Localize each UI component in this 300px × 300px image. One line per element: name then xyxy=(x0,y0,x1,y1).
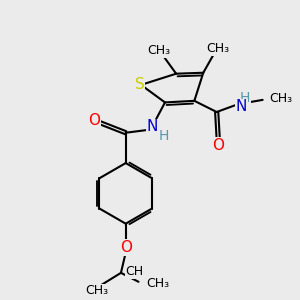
Text: CH₃: CH₃ xyxy=(148,44,171,57)
Text: S: S xyxy=(135,77,145,92)
Text: CH₃: CH₃ xyxy=(85,284,109,297)
Text: CH₃: CH₃ xyxy=(269,92,292,106)
Text: O: O xyxy=(88,113,100,128)
Text: CH₃: CH₃ xyxy=(146,278,170,290)
Text: H: H xyxy=(239,91,250,105)
Text: O: O xyxy=(212,138,224,153)
Text: O: O xyxy=(120,240,132,255)
Text: CH₃: CH₃ xyxy=(206,42,230,55)
Text: N: N xyxy=(236,99,247,114)
Text: N: N xyxy=(147,119,158,134)
Text: H: H xyxy=(159,129,169,143)
Text: CH: CH xyxy=(125,266,143,278)
